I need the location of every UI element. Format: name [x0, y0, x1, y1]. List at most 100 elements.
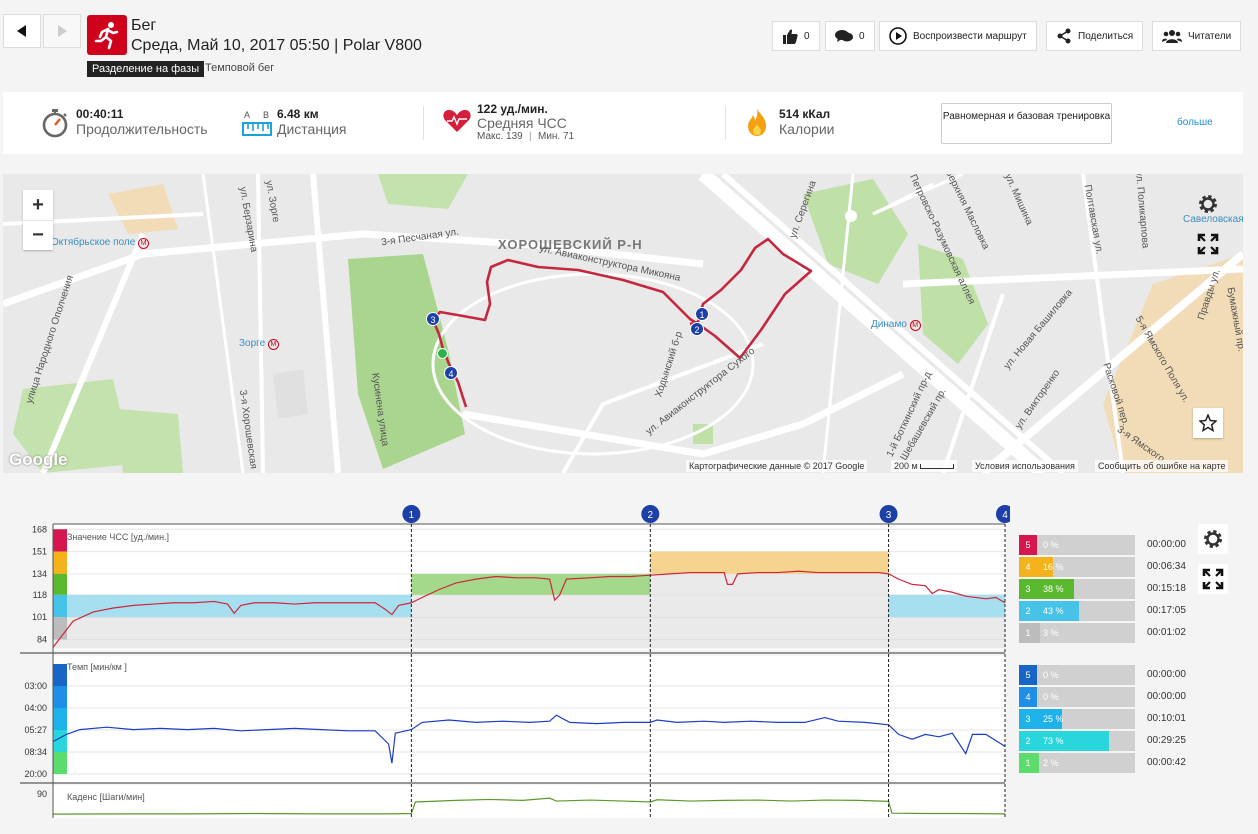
comments-count: 0 [859, 30, 865, 42]
zoom-in-button[interactable]: + [32, 193, 44, 216]
people-icon [1162, 30, 1182, 43]
zoom-control: + − [23, 190, 53, 250]
chart-settings-button[interactable] [1198, 524, 1228, 554]
map-fullscreen-button[interactable] [1193, 229, 1223, 259]
hr-zone-number: 2 [1019, 601, 1037, 621]
sport-title: Бег [131, 17, 157, 34]
training-benefit-button[interactable]: Равномерная и базовая тренировка [941, 103, 1112, 144]
pace-zone-bar-bg [1037, 687, 1135, 707]
report-error-link[interactable]: Сообщить об ошибке на карте [1095, 460, 1229, 472]
terms-link[interactable]: Условия использования [972, 460, 1078, 472]
pace-y-tick-label: 08:34 [24, 747, 47, 757]
favorite-button[interactable] [1193, 408, 1223, 438]
distance-stat: A B 6.48 км Дистанция [242, 92, 422, 154]
stat-divider [423, 106, 424, 140]
flame-icon [748, 108, 766, 136]
hr-y-tick-label: 168 [32, 524, 47, 534]
route-lap-marker[interactable]: 4 [444, 366, 458, 380]
back-button[interactable] [3, 14, 41, 48]
hr-series-line [52, 570, 1006, 648]
pace-y-tick-label: 04:00 [24, 703, 47, 713]
cadence-chart-title: Каденс [Шаги/мин] [67, 792, 145, 802]
hr-below-zone [53, 617, 412, 649]
pace-chart-title: Темп [мин/км ] [67, 662, 127, 672]
metro-icon: M [267, 339, 279, 350]
hr-target-zone [53, 594, 412, 618]
session-date-device: Среда, Май 10, 2017 05:50 | Polar V800 [131, 37, 422, 54]
hr-zone-bar [1037, 601, 1079, 621]
distance-value: 6.48 км [277, 107, 319, 121]
lap-marker[interactable] [996, 505, 1010, 523]
route-lap-marker[interactable]: 2 [690, 322, 704, 336]
calories-stat: 514 кКал Калории [746, 92, 926, 154]
hr-zone-bar-bg [1037, 623, 1135, 643]
pace-zone-percent: 0 % [1043, 692, 1059, 702]
duration-value: 00:40:11 [76, 107, 124, 121]
like-button[interactable]: 0 [772, 21, 820, 51]
pace-y-tick-label: 05:27 [24, 725, 47, 735]
forward-button[interactable] [43, 14, 81, 48]
stopwatch-icon [42, 109, 68, 138]
district-label: ХОРОШЕВСКИЙ Р-Н [498, 237, 643, 252]
pace-zone-bar [1037, 753, 1039, 773]
more-link[interactable]: больше [1177, 117, 1213, 128]
hr-zone-percent: 0 % [1043, 540, 1059, 550]
distance-point-a: A [244, 110, 251, 120]
hr-zone-strip [53, 573, 67, 595]
chart-panel-bg [53, 785, 1005, 818]
lap-marker[interactable] [879, 505, 898, 523]
charts-section: 168 151 134 118 101 84 Значение ЧСС [уд./мин.]… [0, 500, 1258, 834]
avg-hr-label: Средняя ЧСС [477, 115, 567, 131]
heart-icon [443, 109, 471, 132]
map-scale: 200 м [891, 460, 958, 472]
play-circle-icon [889, 27, 907, 45]
chart-panel-bg [53, 655, 1005, 783]
pace-y-tick-label: 20:00 [24, 769, 47, 779]
duration-label: Продолжительность [76, 121, 208, 137]
pace-zone-bar [1037, 731, 1109, 751]
hr-zone-row: 2 43 % 00:17:05 [1019, 601, 1249, 621]
hr-zone-bar [1037, 557, 1053, 577]
share-button[interactable]: Поделиться [1046, 21, 1144, 51]
hr-zone-percent: 3 % [1043, 628, 1059, 638]
heart-rate-stat: 122 уд./мин. Средняя ЧСС Макс. 139 | Мин… [443, 92, 703, 154]
speech-bubbles-icon [835, 30, 853, 42]
route-map[interactable]: ХОРОШЕВСКИЙ Р-Н ул. Берзарина ул. Зорге … [3, 174, 1243, 473]
hr-zone-time: 00:06:34 [1147, 561, 1186, 572]
route-lap-marker[interactable]: 1 [695, 307, 709, 321]
lap-marker-label: 1 [409, 510, 415, 521]
route-lap-marker[interactable]: 3 [426, 312, 440, 326]
pace-zone-bar [1037, 709, 1062, 729]
hr-below-zone [650, 573, 889, 649]
hr-y-tick-label: 134 [32, 569, 47, 579]
hr-zone-bar-bg [1037, 557, 1135, 577]
pace-zone-row: 1 2 % 00:00:42 [1019, 753, 1249, 773]
hr-chart-title: Значение ЧСС [уд./мин.] [67, 532, 169, 542]
hr-zone-percent: 16 % [1043, 562, 1064, 572]
comment-button[interactable]: 0 [825, 21, 875, 51]
zoom-out-button[interactable]: − [23, 220, 53, 250]
metro-label: Савеловская [1183, 214, 1243, 225]
pace-zone-row: 4 0 % 00:00:00 [1019, 687, 1249, 707]
hr-zone-time: 00:01:02 [1147, 627, 1186, 638]
lap-marker[interactable] [402, 505, 421, 523]
replay-route-button[interactable]: Воспроизвести маршрут [879, 21, 1037, 51]
star-icon [1199, 414, 1217, 432]
followers-button[interactable]: Читатели [1152, 21, 1242, 51]
thumbs-up-icon [783, 28, 798, 44]
hr-zone-number: 1 [1019, 623, 1037, 643]
phase-name: Темповой бег [205, 62, 275, 74]
map-settings-button[interactable] [1193, 189, 1223, 219]
pace-zones-list: 5 0 % 00:00:00 4 0 % 00:00:00 3 25 % 00:10:01 2 73… [1019, 665, 1249, 775]
stat-divider [725, 106, 726, 140]
chart-fullscreen-button[interactable] [1198, 564, 1228, 594]
calories-label: Калории [779, 121, 835, 137]
pace-zone-strip [53, 708, 67, 730]
likes-count: 0 [804, 30, 810, 42]
hr-target-zone [888, 594, 1005, 618]
lap-marker[interactable] [641, 505, 660, 523]
pace-zone-number: 2 [1019, 731, 1037, 751]
pace-zone-percent: 25 % [1043, 714, 1064, 724]
followers-label: Читатели [1188, 30, 1232, 42]
